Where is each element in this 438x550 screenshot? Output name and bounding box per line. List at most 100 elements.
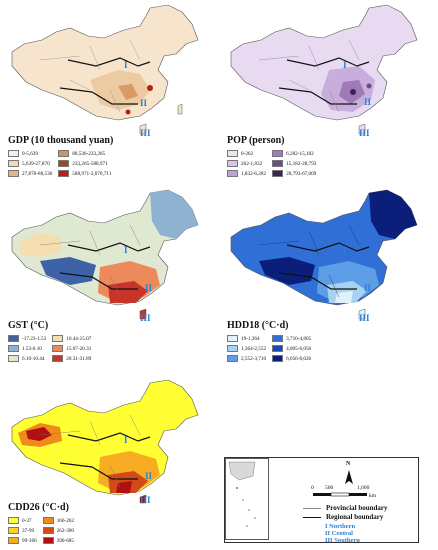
pop-legend-item: 6,282-15,182 bbox=[272, 150, 316, 157]
pop-legend-item: 262-1,832 bbox=[227, 160, 266, 167]
gst-legend-swatch bbox=[8, 355, 19, 362]
hdd-legend-label: 2,552-3,710 bbox=[241, 355, 267, 362]
cdd-legend: 0-37 166-262 37-99 262-390 99-166 390-685 bbox=[8, 517, 74, 544]
gst-legend-label: 20.31-31.89 bbox=[66, 355, 92, 362]
gdp-legend-label: 88,536-233,265 bbox=[72, 150, 106, 157]
gdp-region-mark-1: I bbox=[124, 60, 128, 70]
region-name-southern: III Southern bbox=[325, 537, 360, 544]
cdd-legend-label: 390-685 bbox=[56, 537, 74, 544]
gst-legend-swatch bbox=[52, 355, 64, 362]
hdd-legend-label: 1,364-2,552 bbox=[241, 345, 267, 352]
cdd-legend-swatch bbox=[42, 537, 54, 544]
gdp-legend-label: 233,265-588,971 bbox=[72, 160, 108, 167]
gst-legend-label: 1.53-6.10 bbox=[22, 345, 42, 352]
hdd-legend-item: 6,056-8,026 bbox=[272, 355, 311, 362]
pop-legend-swatch bbox=[227, 150, 238, 157]
hdd-region-mark-2: II bbox=[364, 283, 372, 293]
north-arrow-icon bbox=[345, 470, 353, 484]
gdp-legend-label: 588,971-2,070,711 bbox=[72, 170, 112, 177]
cdd-legend-item: 37-99 bbox=[8, 527, 37, 534]
gdp-region-mark-3: III bbox=[140, 128, 151, 138]
gdp-legend-label: 0-5,639 bbox=[22, 150, 38, 157]
scale-label-0: 0 bbox=[311, 485, 314, 491]
gdp-legend-item: 5,639-27,870 bbox=[8, 160, 52, 167]
gst-legend-item: 10.44-15.07 bbox=[52, 335, 91, 342]
pop-legend-swatch bbox=[272, 160, 284, 167]
gdp-legend-swatch bbox=[58, 160, 70, 167]
cdd-title: CDD26 (°C·d) bbox=[8, 502, 69, 513]
cdd-legend-swatch bbox=[8, 517, 19, 524]
provincial-line-symbol bbox=[303, 507, 321, 509]
pop-legend-item: 0-262 bbox=[227, 150, 266, 157]
gdp-legend-item: 88,536-233,265 bbox=[58, 150, 111, 157]
gdp-title: GDP (10 thousand yuan) bbox=[8, 135, 114, 146]
hdd-legend: 19-1,364 3,710-4,805 1,364-2,552 4,805-6,05… bbox=[227, 335, 311, 362]
gst-region-mark-3: III bbox=[140, 313, 151, 323]
hdd-title: HDD18 (°C·d) bbox=[227, 320, 289, 331]
cdd-panel: I II III CDD26 (°C·d) 0-37 166-262 37-99 26… bbox=[0, 375, 219, 550]
cdd-legend-label: 37-99 bbox=[22, 527, 35, 534]
gst-legend-item: 20.31-31.89 bbox=[52, 355, 91, 362]
pop-legend-swatch bbox=[272, 170, 284, 177]
hdd-legend-item: 3,710-4,805 bbox=[272, 335, 311, 342]
pop-region-mark-3: III bbox=[359, 128, 370, 138]
provincial-label: Provincial boundary bbox=[326, 504, 388, 512]
hdd-legend-swatch bbox=[227, 335, 238, 342]
pop-legend-swatch bbox=[227, 170, 238, 177]
pop-legend-item: 15,182-28,793 bbox=[272, 160, 316, 167]
scale-label-1000: 1,000 bbox=[357, 485, 370, 491]
gdp-legend-swatch bbox=[8, 160, 19, 167]
gst-region-mark-2: II bbox=[145, 283, 153, 293]
gdp-region-mark-2: II bbox=[140, 98, 148, 108]
cdd-legend-label: 262-390 bbox=[56, 527, 74, 534]
pop-legend-label: 15,182-28,793 bbox=[286, 160, 317, 167]
gst-legend-item: 6.10-10.44 bbox=[8, 355, 46, 362]
north-label: N bbox=[346, 461, 351, 467]
pop-legend-label: 262-1,832 bbox=[241, 160, 263, 167]
pop-legend-label: 0-262 bbox=[241, 150, 254, 157]
cdd-region-mark-2: II bbox=[145, 471, 153, 481]
gst-title: GST (°C) bbox=[8, 320, 49, 331]
cdd-region-mark-1: I bbox=[124, 435, 128, 445]
pop-legend-label: 1,832-6,282 bbox=[241, 170, 267, 177]
pop-legend-item: 28,793-67,009 bbox=[272, 170, 316, 177]
gdp-legend-swatch bbox=[58, 170, 70, 177]
pop-region-mark-2: II bbox=[364, 97, 372, 107]
pop-legend-swatch bbox=[227, 160, 238, 167]
cdd-legend-item: 262-390 bbox=[42, 527, 74, 534]
scale-label-500: 500 bbox=[325, 485, 334, 491]
gst-legend-swatch bbox=[52, 335, 64, 342]
cdd-legend-swatch bbox=[8, 527, 19, 534]
region-name-northern: I Northern bbox=[325, 523, 356, 530]
hdd-legend-label: 4,805-6,056 bbox=[286, 345, 312, 352]
pop-region-mark-1: I bbox=[343, 60, 347, 70]
gdp-legend-item: 0-5,639 bbox=[8, 150, 52, 157]
gst-panel: I II III GST (°C) -17.23-1.53 10.44-15.07… bbox=[0, 185, 219, 375]
map-legend-box: N 0 500 1,000 km Provincial boundary Reg… bbox=[224, 457, 419, 544]
hdd-legend-label: 19-1,364 bbox=[241, 335, 260, 342]
gdp-panel: I II III GDP (10 thousand yuan) 0-5,639 8… bbox=[0, 0, 219, 185]
hdd-legend-swatch bbox=[227, 345, 238, 352]
south-china-sea-inset bbox=[225, 458, 269, 540]
cdd-legend-swatch bbox=[42, 527, 54, 534]
cdd-map bbox=[11, 379, 199, 504]
hdd-region-mark-1: I bbox=[343, 245, 347, 255]
gst-legend-item: 1.53-6.10 bbox=[8, 345, 46, 352]
pop-panel: I II III POP (person) 0-262 6,282-15,182 2… bbox=[219, 0, 438, 185]
cdd-legend-label: 99-166 bbox=[22, 537, 37, 544]
cdd-legend-item: 390-685 bbox=[42, 537, 74, 544]
cdd-region-mark-3: III bbox=[140, 495, 151, 505]
hdd-legend-swatch bbox=[272, 355, 284, 362]
gdp-legend-label: 5,639-27,870 bbox=[22, 160, 50, 167]
pop-legend-label: 6,282-15,182 bbox=[286, 150, 314, 157]
hdd-legend-item: 4,805-6,056 bbox=[272, 345, 311, 352]
pop-legend-swatch bbox=[272, 150, 284, 157]
gdp-legend: 0-5,639 88,536-233,265 5,639-27,870 233,265… bbox=[8, 150, 111, 177]
cdd-legend-swatch bbox=[8, 537, 19, 544]
legend-provincial-boundary: Provincial boundary bbox=[303, 504, 388, 512]
gdp-legend-item: 588,971-2,070,711 bbox=[58, 170, 111, 177]
gst-legend-label: 15.07-20.31 bbox=[66, 345, 92, 352]
hdd-legend-item: 19-1,364 bbox=[227, 335, 266, 342]
gst-region-mark-1: I bbox=[124, 245, 128, 255]
legend-regional-boundary: Regional boundary bbox=[303, 513, 383, 521]
